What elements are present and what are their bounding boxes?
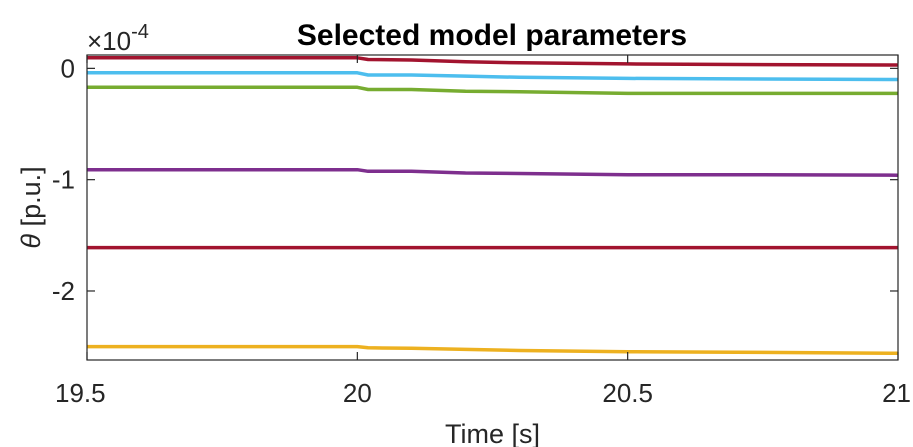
plot-area-box	[86, 54, 899, 361]
axis-ticks: 19.5 20 20.5 21 0 -1 -2	[52, 53, 911, 408]
series-line-6	[87, 344, 899, 356]
y-tick-label: -2	[52, 276, 75, 306]
x-tick-label: 19.5	[55, 378, 106, 408]
y-axis-exponent: ×10-4	[87, 21, 149, 56]
y-axis-unit: [p.u.]	[16, 166, 46, 226]
y-axis-symbol: θ	[16, 234, 46, 249]
y-tick-label: -1	[52, 165, 75, 195]
series-line-3	[87, 85, 898, 96]
y-axis-unit-spacer	[16, 226, 46, 234]
x-tick-label: 20.5	[602, 378, 653, 408]
y-axis-label: θ [p.u.]	[16, 166, 46, 248]
series-line-2	[87, 71, 899, 82]
y-tick-label: 0	[61, 53, 75, 83]
y-exponent-value: -4	[131, 21, 149, 43]
x-tick-label: 20	[343, 378, 372, 408]
series-line-1	[87, 56, 899, 67]
series-line-4	[87, 167, 899, 177]
y-exponent-prefix: ×10	[87, 26, 131, 56]
chart-title: Selected model parameters	[297, 19, 687, 52]
x-tick-label: 21	[882, 378, 911, 408]
chart-lines	[87, 56, 899, 356]
x-axis-label: Time [s]	[445, 419, 540, 447]
